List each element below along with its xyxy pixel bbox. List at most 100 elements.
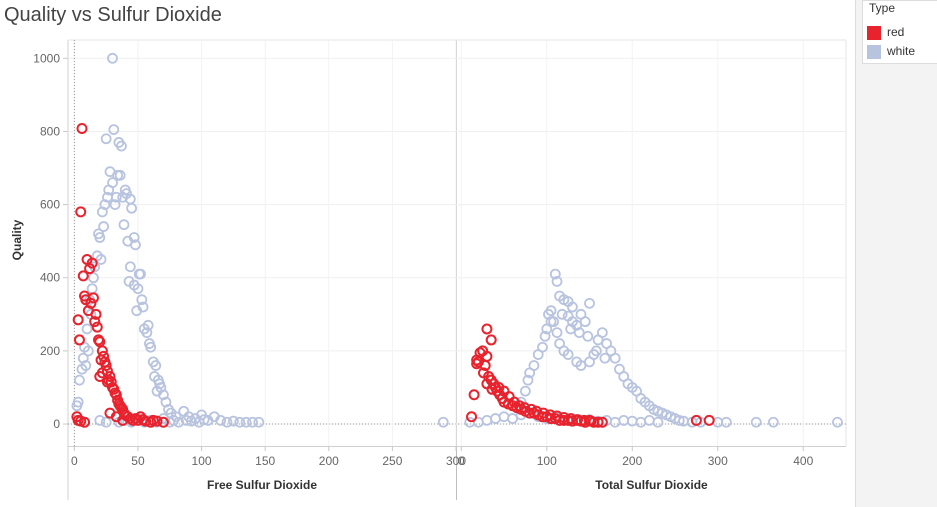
y-axis-label: Quality <box>10 219 24 260</box>
x-tick-label: 250 <box>382 454 402 468</box>
scatter-point-white <box>437 416 449 428</box>
scatter-point-red <box>73 334 85 346</box>
x-tick-label: 150 <box>255 454 275 468</box>
scatter-point-white <box>142 319 154 331</box>
y-tick-label: 400 <box>40 271 60 285</box>
x-tick-label: 300 <box>708 454 728 468</box>
scatter-point-white <box>116 140 127 152</box>
scatter-point-white <box>131 305 143 317</box>
scatter-point-white <box>135 268 146 280</box>
x-tick-label: 100 <box>537 454 557 468</box>
legend-label-red: red <box>887 25 905 39</box>
scatter-point-red <box>513 400 525 412</box>
scatter-point-red <box>129 413 141 425</box>
scatter-point-white <box>234 416 246 428</box>
scatter-point-red <box>551 410 563 422</box>
scatter-point-red <box>466 411 478 423</box>
scatter-point-white <box>124 261 136 273</box>
scatter-point-white <box>132 283 144 295</box>
scatter-point-white <box>88 272 99 284</box>
scatter-point-red <box>572 414 584 426</box>
scatter-point-red <box>76 123 88 135</box>
scatter-point-white <box>464 416 476 428</box>
legend: Type red white <box>862 0 937 64</box>
x-tick-label: 400 <box>793 454 813 468</box>
scatter-point-red <box>478 367 490 379</box>
scatter-point-red <box>86 257 98 269</box>
scatter-point-white <box>541 323 553 335</box>
scatter-point-red <box>75 206 87 218</box>
scatter-point-white <box>178 405 190 417</box>
scatter-point-white <box>126 202 138 214</box>
scatter-point-red <box>96 367 108 379</box>
scatter-point-white <box>215 414 227 426</box>
scatter-point-white <box>556 308 568 320</box>
scatter-point-white <box>168 414 179 426</box>
scatter-point-white <box>596 327 608 339</box>
scatter-point-white <box>720 416 732 428</box>
scatter-point-white <box>573 327 585 339</box>
scatter-point-red <box>471 354 483 366</box>
scatter-point-white <box>565 323 577 335</box>
scatter-point-white <box>253 416 265 428</box>
scatter-point-white <box>767 416 779 428</box>
scatter-point-white <box>130 239 141 251</box>
scatter-point-white <box>81 323 93 335</box>
scatter-point-red <box>80 294 92 306</box>
scatter-point-red <box>519 402 531 414</box>
scatter-point-white <box>100 133 112 145</box>
scatter-point-white <box>119 184 131 196</box>
scatter-point-white <box>539 330 551 342</box>
scatter-point-red <box>544 409 556 421</box>
scatter-point-white <box>185 415 197 427</box>
scatter-point-white <box>490 413 501 424</box>
scatter-point-white <box>95 254 107 265</box>
scatter-point-white <box>103 184 115 196</box>
scatter-point-white <box>562 310 574 322</box>
scatter-point-white <box>227 415 239 427</box>
scatter-point-red <box>145 416 157 428</box>
scatter-point-white <box>567 301 578 313</box>
scatter-point-red <box>596 416 608 428</box>
scatter-point-red <box>531 405 543 417</box>
legend-label-white: white <box>887 44 916 58</box>
scatter-point-red <box>537 407 549 419</box>
scatter-point-white <box>599 352 611 364</box>
scatter-point-white <box>609 352 621 364</box>
scatter-point-white <box>145 341 157 353</box>
scatter-point-white <box>82 345 94 357</box>
scatter-point-red <box>578 414 590 426</box>
scatter-point-white <box>635 416 647 428</box>
scatter-point-white <box>128 232 140 243</box>
y-tick-label: 1000 <box>33 51 60 65</box>
scatter-point-white <box>193 416 205 428</box>
scatter-point-white <box>100 416 112 428</box>
legend-swatch-white <box>867 45 881 59</box>
scatter-point-white <box>141 327 153 339</box>
scatter-point-white <box>643 414 655 426</box>
scatter-point-white <box>107 52 118 64</box>
scatter-point-red <box>101 376 113 388</box>
scatter-point-white <box>80 360 92 371</box>
scatter-point-red <box>558 411 570 423</box>
scatter-point-white <box>524 367 536 379</box>
scatter-point-red <box>140 415 152 427</box>
scatter-point-white <box>77 352 89 364</box>
scatter-point-white <box>548 316 560 328</box>
scatter-point-red <box>87 292 99 304</box>
scatter-point-white <box>114 169 126 181</box>
x-tick-label: 0 <box>71 454 78 468</box>
scatter-point-red <box>471 358 483 370</box>
scatter-point-white <box>582 330 594 342</box>
scatter-point-white <box>71 400 83 412</box>
scatter-point-red <box>468 389 480 401</box>
x-axis-label: Free Sulfur Dioxide <box>207 478 317 492</box>
scatter-point-white <box>652 416 664 428</box>
x-axis-label: Total Sulfur Dioxide <box>595 478 708 492</box>
y-tick-label: 200 <box>40 344 60 358</box>
scatter-point-white <box>618 414 630 426</box>
chart-title: Quality vs Sulfur Dioxide <box>4 4 222 26</box>
scatter-point-white <box>74 374 85 386</box>
x-tick-label: 300 <box>446 454 466 468</box>
scatter-point-white <box>93 228 104 240</box>
